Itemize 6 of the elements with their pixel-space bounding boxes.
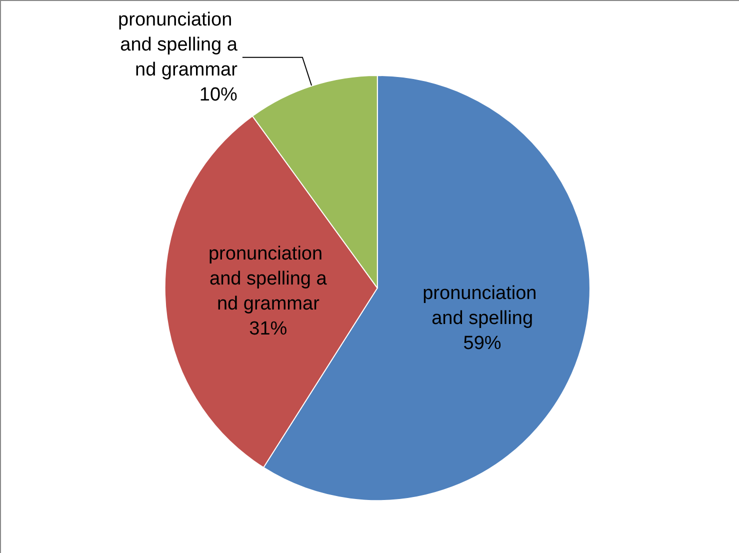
slice-label: pronunciation and spelling bbox=[422, 283, 542, 330]
data-label: 59% bbox=[463, 333, 502, 354]
slice-label: pronunciation and spelling and grammar bbox=[118, 9, 238, 80]
slice-label: pronunciation and spelling and grammar bbox=[208, 243, 328, 314]
data-label: 31% bbox=[249, 318, 288, 340]
data-label: 10% bbox=[199, 84, 238, 106]
